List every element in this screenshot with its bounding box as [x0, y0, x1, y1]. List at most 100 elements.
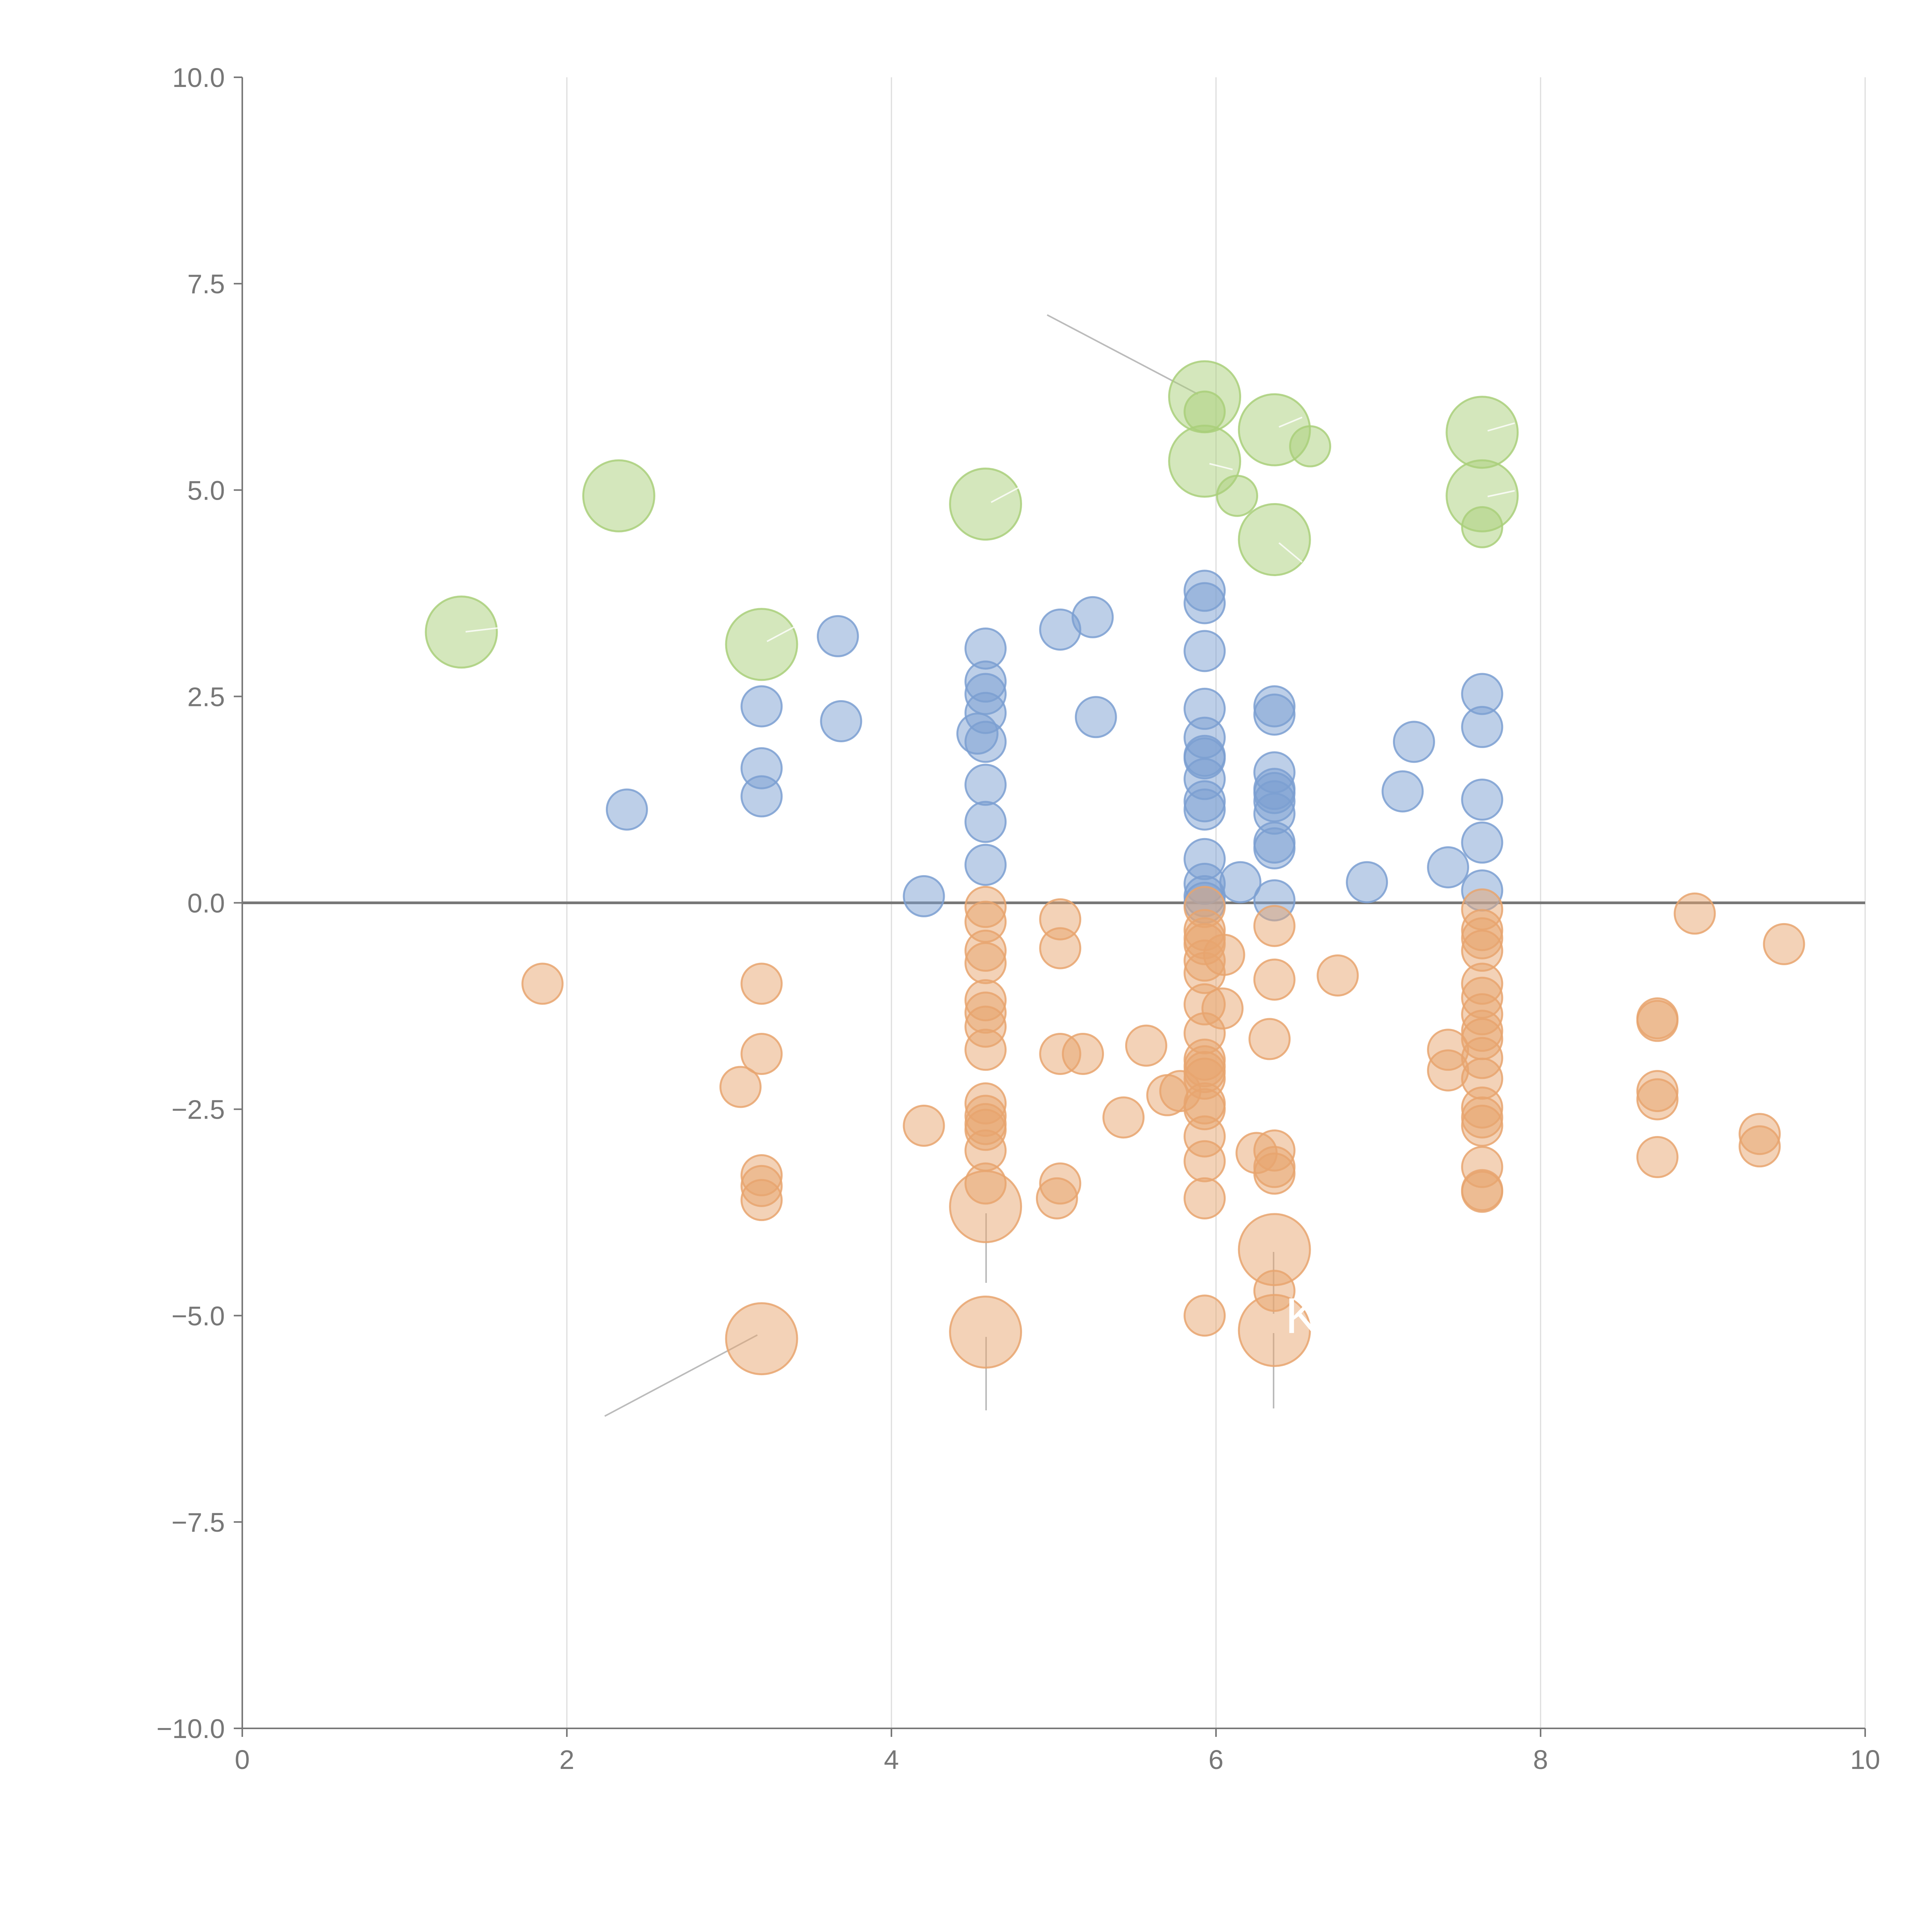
leader-line — [1487, 422, 1515, 432]
y-tick-label: −10.0 — [156, 1714, 225, 1744]
data-point — [1184, 1294, 1226, 1337]
data-point — [725, 1302, 798, 1376]
data-point — [1673, 892, 1716, 935]
data-point — [1346, 861, 1388, 903]
data-point — [964, 764, 1007, 806]
data-point — [1184, 1140, 1226, 1182]
data-point — [1636, 1136, 1679, 1179]
data-point — [1427, 846, 1469, 889]
data-point — [1238, 1213, 1311, 1286]
data-point — [1253, 693, 1296, 736]
data-point — [1125, 1024, 1167, 1067]
data-point — [1184, 630, 1226, 672]
data-point — [1381, 770, 1424, 813]
data-point — [1461, 821, 1503, 864]
y-tick-label: 10.0 — [172, 63, 225, 93]
data-point — [964, 801, 1007, 843]
data-point — [1184, 1177, 1226, 1219]
data-point — [1184, 788, 1226, 831]
leader-line — [465, 627, 499, 633]
data-point — [949, 1295, 1022, 1369]
data-point — [1253, 1152, 1296, 1195]
data-point — [964, 1029, 1007, 1071]
leader-line — [1279, 417, 1303, 428]
data-point — [1184, 390, 1226, 433]
data-point — [719, 1066, 762, 1108]
data-point — [1393, 721, 1435, 763]
y-tick-label: 0.0 — [187, 888, 225, 918]
data-point — [605, 788, 648, 831]
data-point — [521, 963, 564, 1005]
x-tick-label: 6 — [1209, 1745, 1224, 1775]
data-point — [820, 700, 862, 742]
x-tick-label: 2 — [560, 1745, 575, 1775]
data-point — [1253, 958, 1296, 1001]
data-point — [740, 1032, 783, 1075]
inner-leader-lines — [465, 417, 1515, 642]
leader-line — [1278, 542, 1303, 563]
data-point — [1636, 1078, 1679, 1121]
y-tick-label: 5.0 — [187, 475, 225, 505]
data-point — [964, 721, 1007, 763]
data-point — [1289, 425, 1332, 468]
data-point — [964, 942, 1007, 984]
data-point — [1039, 927, 1082, 969]
data-point — [1219, 861, 1262, 903]
data-point — [1075, 696, 1117, 738]
data-point — [1062, 1032, 1104, 1075]
data-point — [949, 468, 1022, 541]
data-point — [1216, 474, 1259, 517]
leader-line — [991, 486, 1020, 503]
y-tick-label: 7.5 — [187, 269, 225, 299]
annotation-label: K — [1285, 1287, 1319, 1344]
data-point — [1461, 706, 1503, 748]
data-point — [1461, 778, 1503, 821]
data-points — [425, 360, 1805, 1376]
leader-lines — [604, 314, 1274, 1417]
leader-line — [1487, 490, 1515, 497]
data-point — [425, 595, 498, 669]
axes: 10.0 7.5 5.0 2.5 0.0 −2.5 −5.0 −7.5 −10.0 0 2 4 6 8 10 — [156, 63, 1880, 1775]
data-point — [1763, 923, 1805, 965]
data-point — [1203, 934, 1245, 976]
data-point — [582, 459, 655, 532]
x-tick-label: 10 — [1850, 1745, 1880, 1775]
y-tick-label: −7.5 — [172, 1507, 225, 1537]
data-point — [816, 615, 859, 657]
data-point — [1636, 1000, 1679, 1042]
y-tick-label: −2.5 — [172, 1095, 225, 1125]
data-point — [740, 1179, 783, 1221]
data-point — [1461, 1104, 1503, 1147]
data-point — [949, 1170, 1022, 1243]
data-point — [1201, 987, 1244, 1030]
data-point — [1102, 1096, 1145, 1139]
data-point — [1461, 1170, 1503, 1213]
y-tick-label: 2.5 — [187, 682, 225, 712]
data-point — [1446, 396, 1519, 469]
leader-line — [767, 625, 796, 642]
data-point — [1461, 506, 1503, 548]
data-point — [740, 963, 783, 1005]
data-point — [1316, 954, 1359, 997]
data-point — [740, 685, 783, 728]
y-tick-label: −5.0 — [172, 1301, 225, 1331]
data-point — [1253, 827, 1296, 869]
data-point — [1238, 1294, 1311, 1367]
data-point — [964, 844, 1007, 886]
data-point — [740, 775, 783, 818]
data-point — [903, 875, 945, 917]
data-point — [1071, 596, 1114, 638]
data-point — [1253, 905, 1296, 947]
data-point — [903, 1104, 945, 1147]
data-point — [1738, 1125, 1781, 1168]
data-point — [1238, 503, 1311, 576]
x-tick-label: 4 — [884, 1745, 899, 1775]
data-point — [1248, 1018, 1291, 1060]
x-tick-label: 8 — [1533, 1745, 1548, 1775]
data-point — [1036, 1177, 1078, 1219]
x-tick-label: 0 — [235, 1745, 250, 1775]
data-point — [1184, 582, 1226, 624]
leader-line — [1209, 463, 1233, 470]
